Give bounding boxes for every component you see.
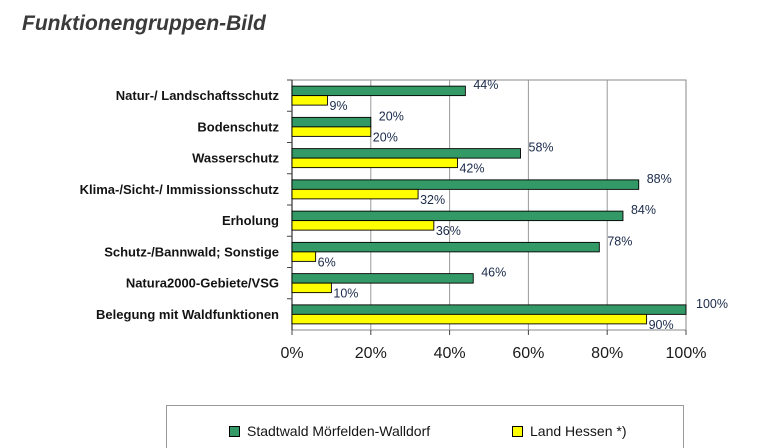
page-title: Funktionengruppen-Bild (22, 12, 266, 35)
bar-stadtwald (291, 85, 466, 97)
value-label-stadtwald: 100% (696, 297, 728, 311)
value-labels-group: 44% 9% 20% 20% 58% 42% 88% 32% 84% 36% 78% 6% 46% 10%… (318, 78, 728, 332)
value-label-stadtwald: 78% (607, 234, 632, 248)
bar-stadtwald (291, 304, 687, 315)
legend-item-land-hessen: Land Hessen *) (512, 423, 627, 439)
category-label: Klima-/Sicht-/ Immissionsschutz (80, 182, 280, 197)
x-tick-label: 80% (591, 345, 623, 362)
value-label-land-hessen: 36% (436, 224, 461, 238)
value-label-stadtwald: 84% (631, 203, 656, 217)
bar-stadtwald (291, 241, 600, 253)
value-label-land-hessen: 90% (649, 318, 674, 332)
category-label: Bodenschutz (197, 119, 279, 134)
bar-land-hessen (291, 220, 435, 231)
bar-land-hessen (291, 126, 372, 137)
legend-swatch-stadtwald (229, 425, 240, 437)
category-label: Natura2000-Gebiete/VSG (126, 276, 279, 291)
x-tick-label: 100% (666, 345, 707, 362)
value-label-stadtwald: 58% (529, 141, 554, 155)
bar-land-hessen (291, 95, 328, 106)
category-label: Erholung (222, 213, 279, 228)
value-label-land-hessen: 9% (329, 99, 347, 113)
x-tick-label: 0% (280, 345, 303, 362)
value-label-land-hessen: 42% (459, 162, 484, 176)
legend-label-stadtwald: Stadtwald Mörfelden-Walldorf (247, 423, 431, 439)
bar-stadtwald (291, 179, 640, 190)
bar-land-hessen (291, 157, 458, 169)
value-label-stadtwald: 46% (481, 266, 506, 280)
x-tick-labels-group: 0% 20% 40% 60% 80% 100% (280, 345, 706, 362)
category-label: Schutz-/Bannwald; Sonstige (104, 244, 279, 259)
category-label: Belegung mit Waldfunktionen (96, 307, 279, 322)
category-label: Wasserschutz (192, 151, 279, 166)
bar-stadtwald (291, 210, 624, 222)
x-tick-label: 60% (512, 345, 544, 362)
bar-chart: 44% 9% 20% 20% 58% 42% 88% 32% 84% 36% 78% 6% 46% 10%… (80, 78, 728, 362)
x-tick-label: 20% (355, 345, 387, 362)
bar-stadtwald (291, 148, 521, 159)
legend-swatch-land-hessen (512, 425, 523, 437)
bar-stadtwald (291, 273, 474, 284)
bar-land-hessen (291, 251, 317, 262)
legend: Stadtwald Mörfelden-Walldorf Land Hessen… (166, 405, 684, 448)
value-label-land-hessen: 32% (420, 193, 445, 207)
value-label-land-hessen: 20% (373, 130, 398, 144)
value-label-stadtwald: 44% (473, 78, 498, 92)
bar-land-hessen (291, 282, 332, 294)
x-tick-label: 40% (434, 345, 466, 362)
legend-item-stadtwald: Stadtwald Mörfelden-Walldorf (229, 423, 430, 439)
bars-group (291, 85, 687, 325)
value-label-stadtwald: 88% (647, 172, 672, 186)
bar-land-hessen (291, 188, 419, 200)
category-labels-group: Natur-/ Landschaftsschutz Bodenschutz Wass… (80, 79, 292, 322)
value-label-land-hessen: 10% (333, 287, 358, 301)
value-label-stadtwald: 20% (379, 109, 404, 123)
bar-land-hessen (291, 313, 648, 325)
value-label-land-hessen: 6% (318, 255, 336, 269)
bar-stadtwald (291, 116, 372, 128)
legend-label-land-hessen: Land Hessen *) (530, 423, 627, 439)
category-label: Natur-/ Landschaftsschutz (116, 88, 280, 103)
